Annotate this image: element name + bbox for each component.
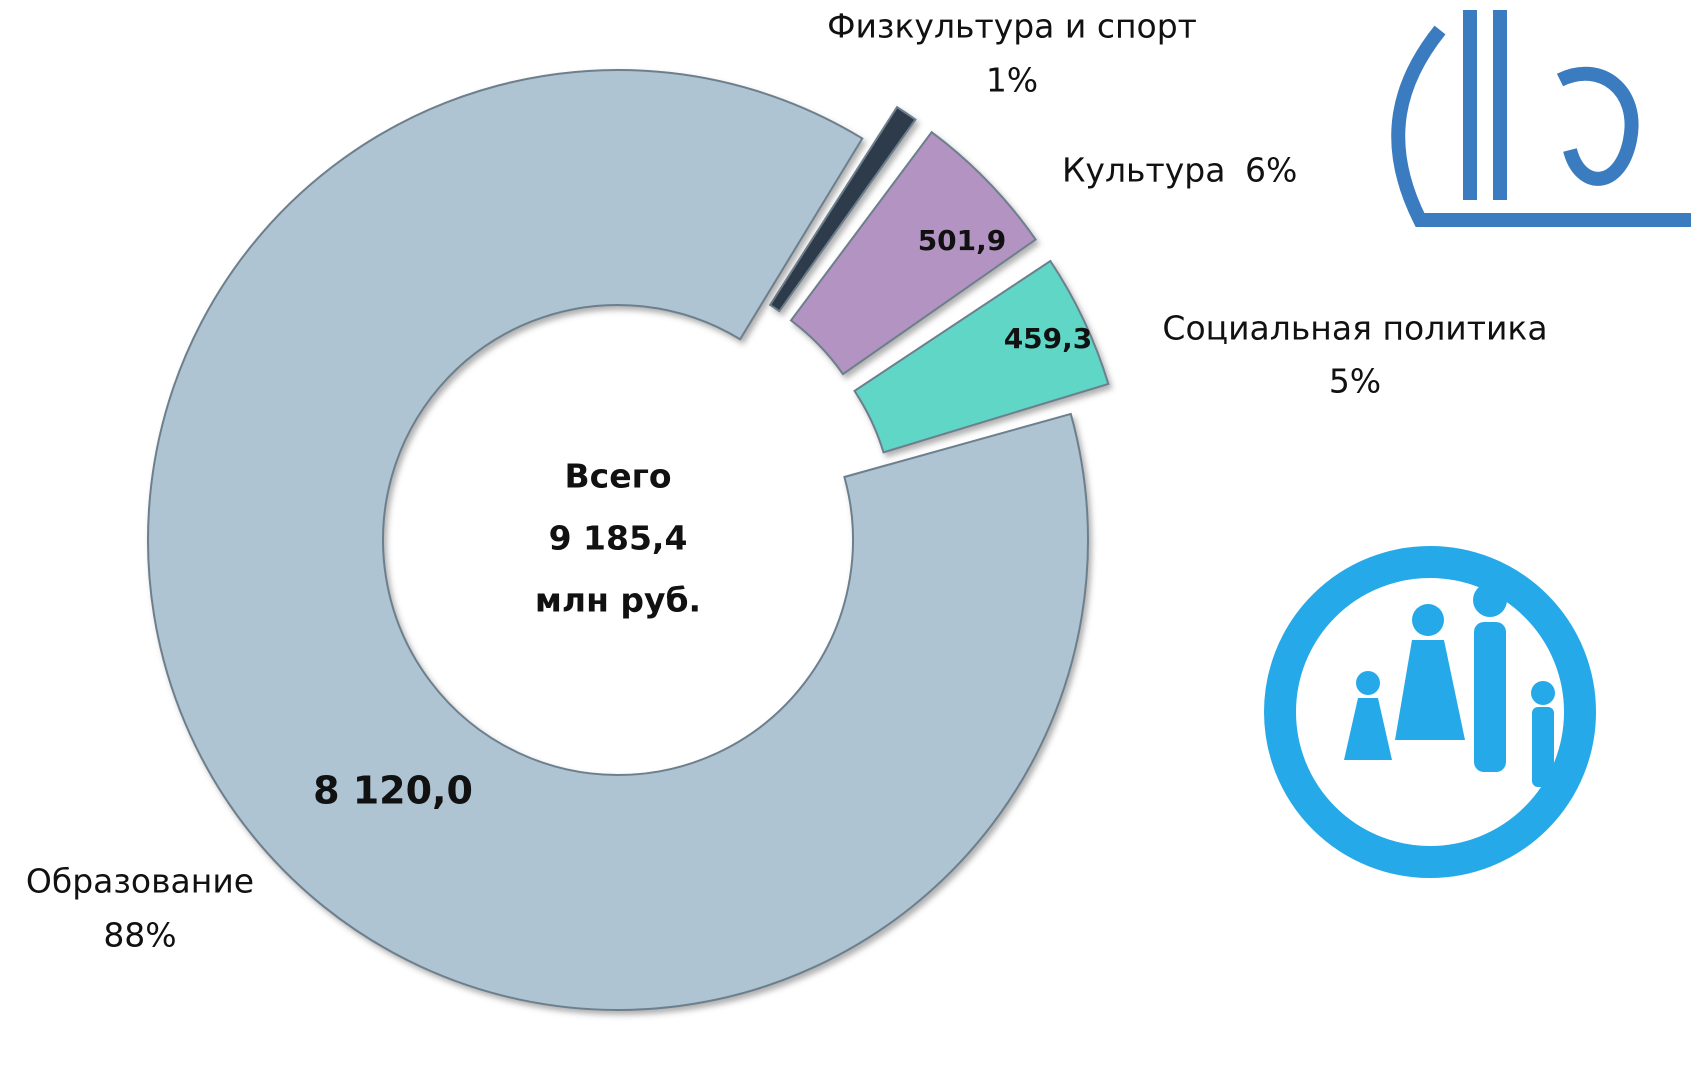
category-label: Образование	[26, 862, 254, 901]
center-label: 9 185,4	[549, 519, 688, 558]
category-label: Культура	[1062, 151, 1225, 190]
value-label: 501,9	[918, 224, 1007, 257]
value-label: 459,3	[1004, 322, 1093, 355]
slice	[768, 105, 917, 313]
center-label: млн руб.	[535, 581, 701, 620]
center-label: Всего	[564, 457, 671, 496]
share-label: 88%	[103, 916, 176, 955]
slice	[147, 69, 1089, 1011]
slices	[147, 69, 1110, 1011]
share-label: 6%	[1245, 151, 1297, 190]
category-label: Физкультура и спорт	[827, 7, 1197, 46]
share-label: 1%	[986, 61, 1038, 100]
category-label: Социальная политика	[1162, 309, 1547, 348]
family-icon	[1264, 546, 1596, 878]
slice	[789, 130, 1038, 376]
slice	[853, 259, 1110, 454]
share-label: 5%	[1329, 362, 1381, 401]
lyre-icon	[1391, 10, 1691, 227]
value-label: 8 120,0	[313, 769, 473, 813]
